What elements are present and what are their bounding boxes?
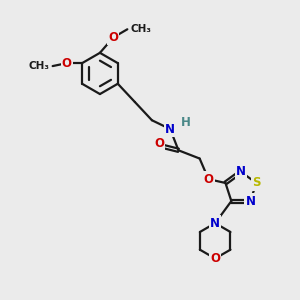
Text: N: N — [236, 165, 246, 178]
Text: H: H — [181, 116, 190, 129]
Text: N: N — [165, 123, 175, 136]
Text: CH₃: CH₃ — [131, 24, 152, 34]
Text: S: S — [252, 176, 260, 190]
Text: O: O — [62, 57, 72, 70]
Text: O: O — [210, 252, 220, 265]
Text: N: N — [245, 195, 255, 208]
Text: O: O — [108, 31, 118, 44]
Text: O: O — [154, 137, 164, 150]
Text: O: O — [203, 172, 214, 186]
Text: CH₃: CH₃ — [28, 61, 49, 71]
Text: N: N — [210, 217, 220, 230]
